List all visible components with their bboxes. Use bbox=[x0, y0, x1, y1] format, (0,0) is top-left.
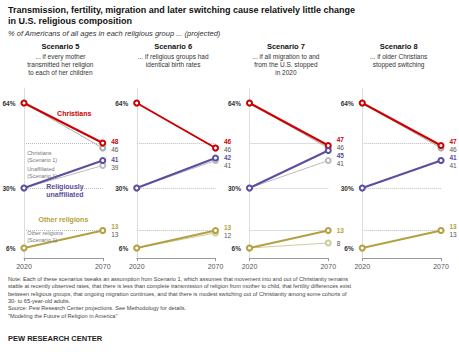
svg-text:... if all migration to and: ... if all migration to and bbox=[252, 53, 320, 61]
svg-text:6%: 6% bbox=[119, 245, 129, 252]
svg-text:64%: 64% bbox=[115, 100, 128, 107]
svg-text:41: 41 bbox=[111, 156, 119, 163]
svg-text:Scenario 7: Scenario 7 bbox=[267, 42, 305, 51]
svg-text:41: 41 bbox=[450, 154, 458, 161]
svg-text:13: 13 bbox=[224, 224, 232, 231]
svg-text:(Scenario 1): (Scenario 1) bbox=[27, 237, 57, 243]
svg-text:transmitted her religion: transmitted her religion bbox=[27, 61, 93, 69]
svg-text:(Scenario 1): (Scenario 1) bbox=[27, 157, 57, 163]
svg-text:between religious groups, that: between religious groups, that ongoing m… bbox=[8, 291, 347, 297]
svg-text:Unaffiliated: Unaffiliated bbox=[27, 166, 54, 172]
svg-text:Note: Each of these scenarios: Note: Each of these scenarios tweaks an … bbox=[8, 276, 348, 282]
svg-text:Other religions: Other religions bbox=[27, 230, 63, 236]
svg-text:Other religions: Other religions bbox=[38, 216, 88, 224]
svg-text:46: 46 bbox=[111, 146, 119, 153]
svg-text:6%: 6% bbox=[232, 245, 242, 252]
svg-text:46: 46 bbox=[450, 146, 458, 153]
svg-text:PEW RESEARCH CENTER: PEW RESEARCH CENTER bbox=[8, 334, 103, 343]
svg-text:2070: 2070 bbox=[320, 263, 336, 270]
svg-text:in U.S. religious composition: in U.S. religious composition bbox=[8, 16, 132, 26]
svg-text:(Scenario 1): (Scenario 1) bbox=[27, 173, 57, 179]
svg-text:13: 13 bbox=[111, 231, 119, 238]
svg-text:48: 48 bbox=[111, 138, 119, 145]
svg-text:Transmission, fertility, migra: Transmission, fertility, migration and l… bbox=[8, 5, 355, 15]
svg-text:12: 12 bbox=[224, 232, 232, 239]
svg-text:2020: 2020 bbox=[129, 263, 145, 270]
svg-text:41: 41 bbox=[224, 162, 232, 169]
svg-text:13: 13 bbox=[337, 227, 345, 234]
svg-text:... if older Christians: ... if older Christians bbox=[370, 53, 428, 60]
svg-text:46: 46 bbox=[224, 146, 232, 153]
svg-text:30%: 30% bbox=[341, 185, 354, 192]
svg-text:41: 41 bbox=[337, 160, 345, 167]
svg-text:2020: 2020 bbox=[242, 263, 258, 270]
svg-text:13: 13 bbox=[111, 223, 119, 230]
svg-text:2070: 2070 bbox=[95, 263, 111, 270]
svg-text:30%: 30% bbox=[228, 185, 241, 192]
svg-text:8: 8 bbox=[337, 240, 341, 247]
svg-text:Religiously: Religiously bbox=[46, 183, 83, 191]
svg-text:6%: 6% bbox=[6, 245, 16, 252]
svg-text:64%: 64% bbox=[2, 100, 15, 107]
svg-text:46: 46 bbox=[337, 144, 345, 151]
svg-text:64%: 64% bbox=[228, 100, 241, 107]
svg-text:identical birth rates: identical birth rates bbox=[146, 61, 201, 68]
svg-text:47: 47 bbox=[337, 136, 345, 143]
svg-text:to each of her children: to each of her children bbox=[28, 69, 93, 76]
svg-text:6%: 6% bbox=[344, 245, 354, 252]
svg-text:30%: 30% bbox=[2, 185, 15, 192]
svg-text:47: 47 bbox=[450, 138, 458, 145]
svg-text:unaffiliated: unaffiliated bbox=[46, 191, 83, 198]
svg-text:Christians: Christians bbox=[27, 150, 52, 156]
svg-text:Source: Pew Research Center pr: Source: Pew Research Center projections.… bbox=[8, 305, 187, 311]
svg-text:Scenario 5: Scenario 5 bbox=[41, 42, 79, 51]
svg-text:2020: 2020 bbox=[16, 263, 32, 270]
svg-text:stopped switching: stopped switching bbox=[373, 61, 425, 69]
svg-text:Scenario 6: Scenario 6 bbox=[154, 42, 192, 51]
svg-text:41: 41 bbox=[450, 162, 458, 169]
svg-text:46: 46 bbox=[224, 138, 232, 145]
svg-text:stable at recently observed ra: stable at recently observed rates, that … bbox=[8, 283, 352, 289]
svg-text:... if religious groups had: ... if religious groups had bbox=[138, 53, 209, 61]
svg-text:42: 42 bbox=[224, 154, 232, 161]
svg-text:2020: 2020 bbox=[354, 263, 370, 270]
svg-text:% of Americans of all ages in: % of Americans of all ages in each relig… bbox=[8, 29, 221, 38]
svg-text:Scenario 8: Scenario 8 bbox=[380, 42, 418, 51]
svg-text:30%: 30% bbox=[115, 185, 128, 192]
svg-text:13: 13 bbox=[450, 231, 458, 238]
svg-text:2070: 2070 bbox=[433, 263, 449, 270]
svg-text:"Modeling the Future of Religi: "Modeling the Future of Religion in Amer… bbox=[8, 313, 117, 319]
svg-text:30- to 65-year-old adults.: 30- to 65-year-old adults. bbox=[8, 298, 71, 304]
svg-text:39: 39 bbox=[111, 164, 119, 171]
svg-text:45: 45 bbox=[337, 152, 345, 159]
svg-text:in 2020: in 2020 bbox=[275, 69, 297, 76]
svg-text:64%: 64% bbox=[341, 100, 354, 107]
svg-text:from the U.S. stopped: from the U.S. stopped bbox=[254, 61, 318, 69]
svg-text:Christians: Christians bbox=[57, 110, 91, 117]
svg-text:2070: 2070 bbox=[208, 263, 224, 270]
svg-text:13: 13 bbox=[450, 223, 458, 230]
svg-text:... if every mother: ... if every mother bbox=[35, 53, 86, 61]
